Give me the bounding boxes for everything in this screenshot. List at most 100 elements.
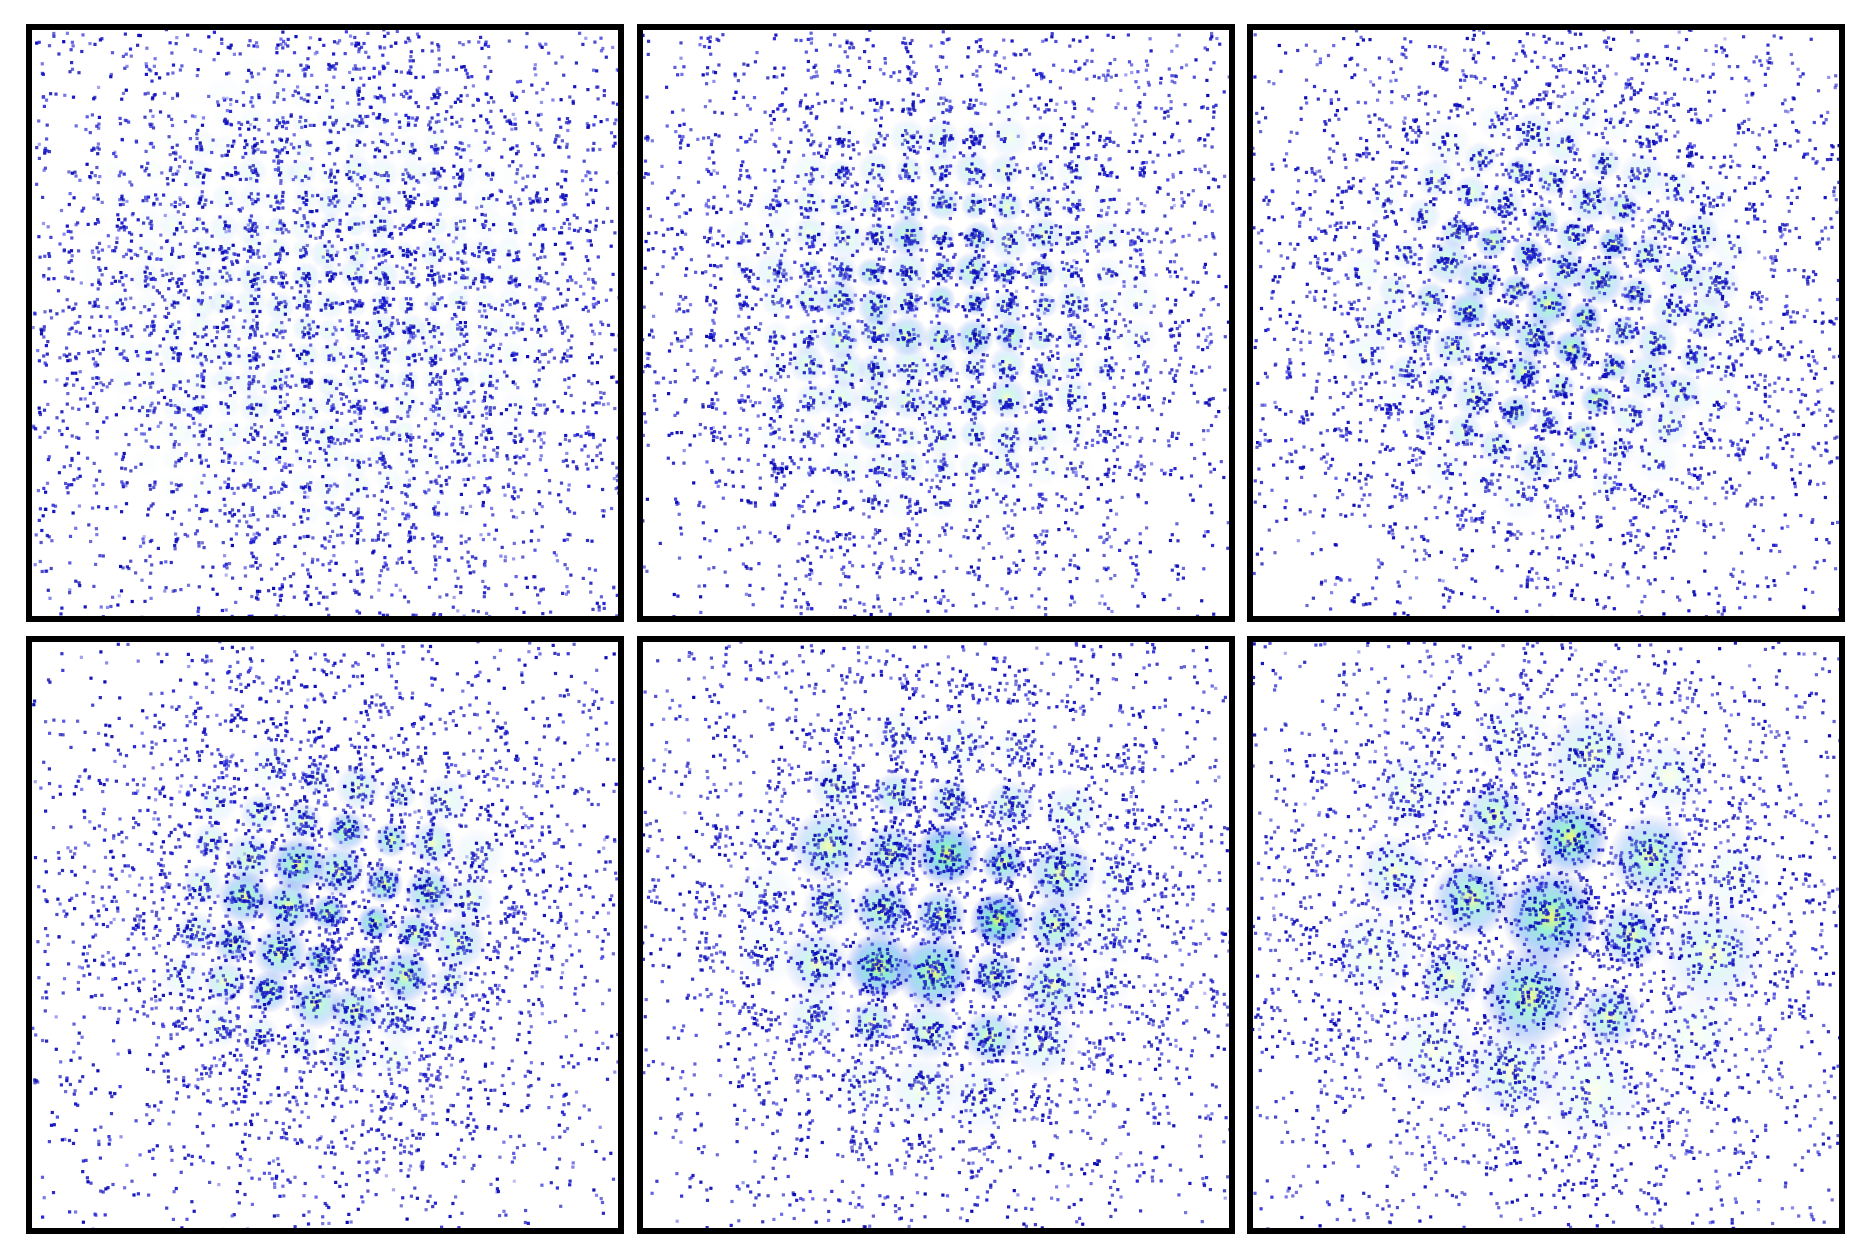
atom-dot [565,298,569,302]
atom-dot [450,353,454,357]
atom-dot [301,330,305,334]
atom-dot [223,256,227,260]
atom-dot [251,169,255,173]
atom-dot [480,490,484,494]
atom-dot [536,301,540,306]
atom-dot [256,249,260,253]
atom-dot [271,350,276,354]
atom-dot [201,175,206,179]
atom-dot [462,65,466,69]
atom-dot [372,298,376,302]
atom-dot [271,275,275,279]
atom-dot [223,117,227,121]
atom-dot [65,426,69,430]
atom-dot [227,335,231,339]
atom-dot [174,152,178,156]
atom-dot [917,417,922,421]
atom-dot [359,567,364,571]
atom-dot [41,72,45,76]
atom-dot [499,109,503,113]
atom-dot [544,187,548,191]
atom-dot [67,250,71,254]
atom-dot [484,148,488,152]
atom-dot [541,227,545,231]
atom-dot [171,63,176,67]
atom-dot [557,145,561,149]
atom-dot [552,400,556,404]
atom-dot [360,117,364,122]
atom-dot [495,454,499,458]
atom-dot [463,200,467,204]
atom-dot [148,272,152,276]
atom-dot [152,410,156,415]
atom-dot [218,248,222,252]
atom-dot [47,267,51,271]
atom-dot [508,253,512,257]
atom-dot [312,407,316,411]
atom-dot [94,360,98,364]
atom-dot [538,274,542,278]
atom-dot [535,383,539,387]
atom-dot [280,199,284,203]
atom-dot [533,63,537,67]
atom-dot [461,445,465,449]
atom-dot [308,276,312,281]
atom-dot [226,352,230,356]
atom-dot [563,329,567,333]
atom-dot [251,145,255,149]
atom-dot [200,123,205,127]
atom-dot [143,305,147,309]
atom-dot [211,565,215,569]
atom-dot [613,122,617,126]
atom-dot [249,177,253,181]
atom-dot [1044,173,1048,177]
density-glow [286,157,318,189]
atom-dot [588,433,592,437]
atom-dot [342,127,346,131]
density-glow [339,525,367,553]
atom-dot [178,68,182,72]
atom-dot [587,484,591,488]
atom-dot [355,251,359,255]
atom-dot [329,168,333,172]
atom-dot [477,491,481,496]
atom-dot [430,116,434,120]
atom-dot [397,120,401,124]
atom-dot [314,100,318,104]
atom-dot [173,205,177,209]
atom-dot [286,44,290,48]
atom-dot [224,324,228,328]
atom-dot [233,390,237,395]
atom-dot [272,333,276,337]
atom-dot [588,220,592,224]
atom-dot [305,313,309,317]
atom-dot [407,250,412,254]
atom-dot [278,377,282,382]
atom-dot [388,303,393,307]
atom-dot [152,328,156,332]
atom-dot [359,352,363,356]
atom-dot [460,148,465,152]
atom-dot [387,197,391,201]
atom-dot [178,380,182,384]
atom-dot [254,200,258,204]
atom-dot [139,462,143,466]
atom-dot [561,203,565,207]
atom-dot [88,175,92,179]
atom-dot [122,356,126,360]
atom-dot [70,269,74,274]
atom-dot [254,282,258,286]
atom-dot [596,300,600,304]
atom-dot [427,585,431,589]
atom-dot [544,408,548,412]
atom-dot [398,226,402,231]
atom-dot [441,432,445,436]
atom-dot [178,221,182,225]
atom-dot [225,566,229,570]
atom-dot [389,324,393,328]
atom-dot [352,67,356,71]
atom-dot [164,560,168,564]
atom-dot [434,577,438,581]
atom-dot [207,267,211,271]
atom-dot [405,198,409,202]
